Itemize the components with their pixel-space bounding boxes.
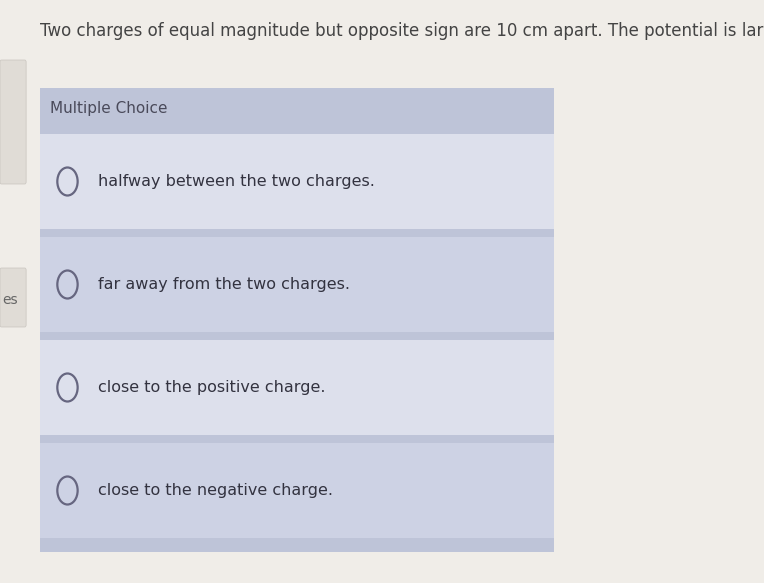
Text: Two charges of equal magnitude but opposite sign are 10 cm apart. The potential : Two charges of equal magnitude but oppos… — [40, 22, 764, 40]
FancyBboxPatch shape — [40, 443, 555, 538]
Text: close to the positive charge.: close to the positive charge. — [98, 380, 325, 395]
FancyBboxPatch shape — [0, 268, 26, 327]
Text: close to the negative charge.: close to the negative charge. — [98, 483, 333, 498]
FancyBboxPatch shape — [0, 60, 26, 184]
FancyBboxPatch shape — [40, 88, 555, 552]
Text: es: es — [2, 293, 18, 307]
Text: halfway between the two charges.: halfway between the two charges. — [98, 174, 375, 189]
FancyBboxPatch shape — [40, 237, 555, 332]
Text: Multiple Choice: Multiple Choice — [50, 101, 167, 117]
FancyBboxPatch shape — [40, 340, 555, 435]
Text: far away from the two charges.: far away from the two charges. — [98, 277, 350, 292]
FancyBboxPatch shape — [40, 134, 555, 229]
